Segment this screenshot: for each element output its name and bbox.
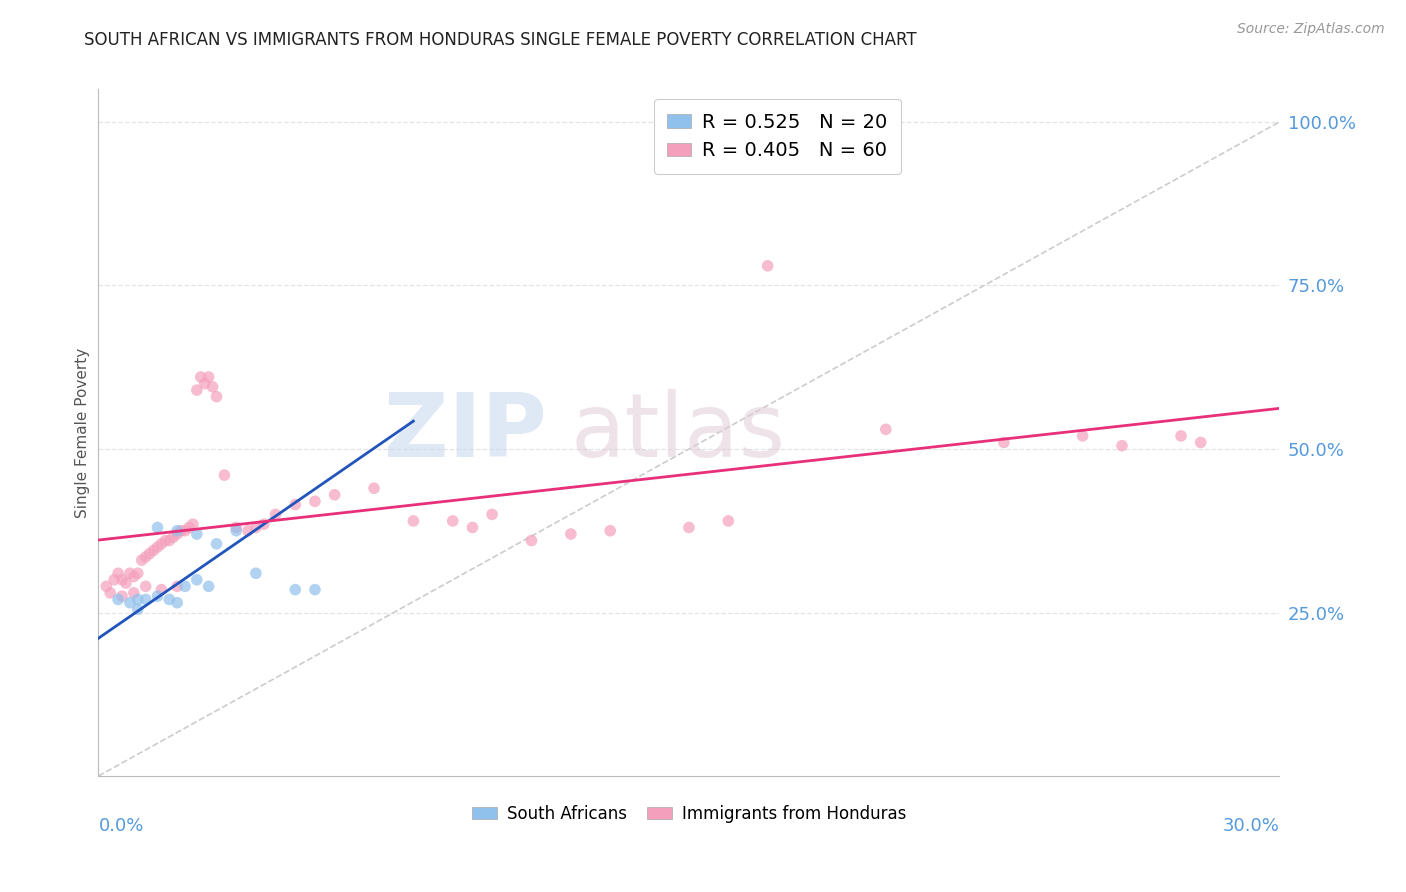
Text: atlas: atlas <box>571 389 786 476</box>
Point <box>756 259 779 273</box>
Point <box>520 533 543 548</box>
Point <box>214 468 236 483</box>
Point <box>205 537 228 551</box>
Point <box>201 380 224 394</box>
Point <box>111 573 134 587</box>
Text: SOUTH AFRICAN VS IMMIGRANTS FROM HONDURAS SINGLE FEMALE POVERTY CORRELATION CHAR: SOUTH AFRICAN VS IMMIGRANTS FROM HONDURA… <box>84 31 917 49</box>
Point <box>236 524 259 538</box>
Point <box>717 514 740 528</box>
Point <box>115 576 138 591</box>
Point <box>131 553 153 567</box>
Point <box>481 508 503 522</box>
Point <box>363 481 385 495</box>
Point <box>245 566 267 581</box>
Point <box>135 579 157 593</box>
Text: Source: ZipAtlas.com: Source: ZipAtlas.com <box>1237 22 1385 37</box>
Text: 30.0%: 30.0% <box>1223 817 1279 835</box>
Point <box>146 589 169 603</box>
Point <box>225 520 247 534</box>
Point <box>186 527 208 541</box>
Point <box>177 520 200 534</box>
Point <box>402 514 425 528</box>
Point <box>107 592 129 607</box>
Point <box>225 524 247 538</box>
Point <box>264 508 287 522</box>
Legend: South Africans, Immigrants from Honduras: South Africans, Immigrants from Honduras <box>465 798 912 830</box>
Point <box>146 520 169 534</box>
Point <box>560 527 582 541</box>
Point <box>245 520 267 534</box>
Point <box>186 383 208 397</box>
Point <box>146 540 169 554</box>
Point <box>194 376 217 391</box>
Point <box>186 573 208 587</box>
Point <box>162 530 184 544</box>
Point <box>118 566 141 581</box>
Point <box>304 494 326 508</box>
Point <box>122 569 145 583</box>
Point <box>135 549 157 564</box>
Point <box>599 524 621 538</box>
Point <box>284 582 307 597</box>
Point <box>181 517 204 532</box>
Point <box>197 370 219 384</box>
Point <box>103 573 125 587</box>
Point <box>135 592 157 607</box>
Point <box>157 592 180 607</box>
Point <box>323 488 346 502</box>
Point <box>166 527 188 541</box>
Point <box>157 533 180 548</box>
Point <box>166 524 188 538</box>
Point <box>96 579 118 593</box>
Point <box>253 517 276 532</box>
Point <box>166 579 188 593</box>
Point <box>111 589 134 603</box>
Point <box>993 435 1015 450</box>
Point <box>118 596 141 610</box>
Point <box>174 524 197 538</box>
Point <box>170 524 193 538</box>
Point <box>127 566 149 581</box>
Point <box>1111 439 1133 453</box>
Point <box>142 543 165 558</box>
Point <box>678 520 700 534</box>
Point <box>197 579 219 593</box>
Point <box>174 579 197 593</box>
Point <box>155 533 177 548</box>
Point <box>98 586 121 600</box>
Point <box>107 566 129 581</box>
Point <box>461 520 484 534</box>
Point <box>875 422 897 436</box>
Point <box>150 537 173 551</box>
Point <box>166 596 188 610</box>
Point <box>441 514 464 528</box>
Point <box>190 370 212 384</box>
Text: 0.0%: 0.0% <box>98 817 143 835</box>
Point <box>205 390 228 404</box>
Point <box>1189 435 1212 450</box>
Point <box>284 498 307 512</box>
Point <box>138 547 160 561</box>
Point <box>1071 429 1094 443</box>
Text: ZIP: ZIP <box>384 389 547 476</box>
Point <box>717 141 740 155</box>
Point <box>127 592 149 607</box>
Point <box>304 582 326 597</box>
Point <box>122 586 145 600</box>
Point <box>150 582 173 597</box>
Y-axis label: Single Female Poverty: Single Female Poverty <box>75 348 90 517</box>
Point <box>1170 429 1192 443</box>
Point <box>127 602 149 616</box>
